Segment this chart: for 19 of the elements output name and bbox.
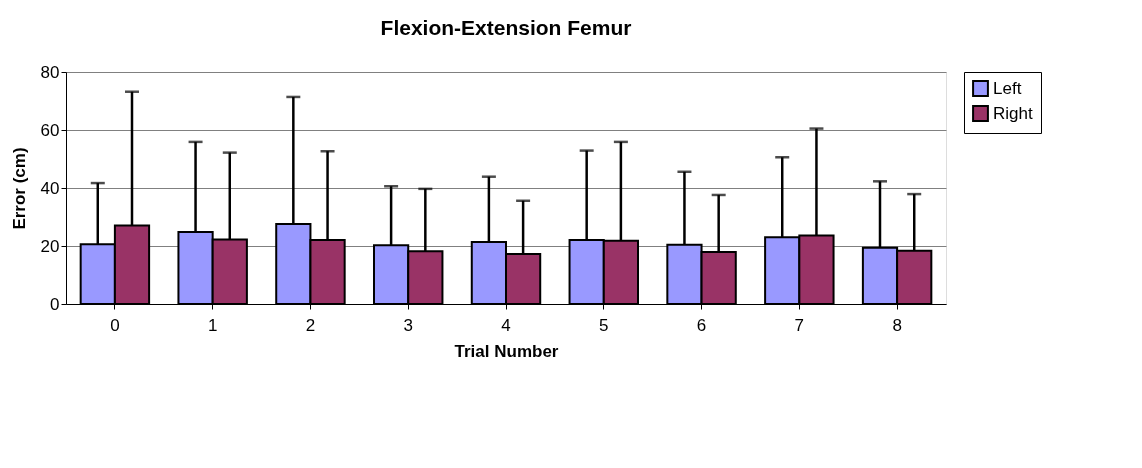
y-tick-label: 40 [40,178,60,198]
y-tick-label: 20 [40,236,60,256]
x-tick-label: 6 [696,315,707,335]
legend-label: Right [993,103,1033,123]
x-tick-label: 2 [305,315,316,335]
x-tick-label: 5 [599,315,609,335]
x-tick-label: 4 [501,315,511,335]
x-tick-label: 1 [207,315,218,335]
x-tick-label: 7 [794,315,805,335]
x-axis-title: Trial Number [454,341,559,361]
y-tick-label: 60 [40,120,60,140]
x-tick-label: 8 [892,315,902,335]
y-axis-title: Error (cm) [9,147,29,230]
y-tick-label: 0 [50,294,60,314]
y-tick-label: 80 [40,62,60,82]
legend-label: Left [993,78,1022,98]
x-tick-label: 3 [403,315,413,335]
chart-title: Flexion-Extension Femur [380,16,632,39]
x-tick-label: 0 [110,315,120,335]
